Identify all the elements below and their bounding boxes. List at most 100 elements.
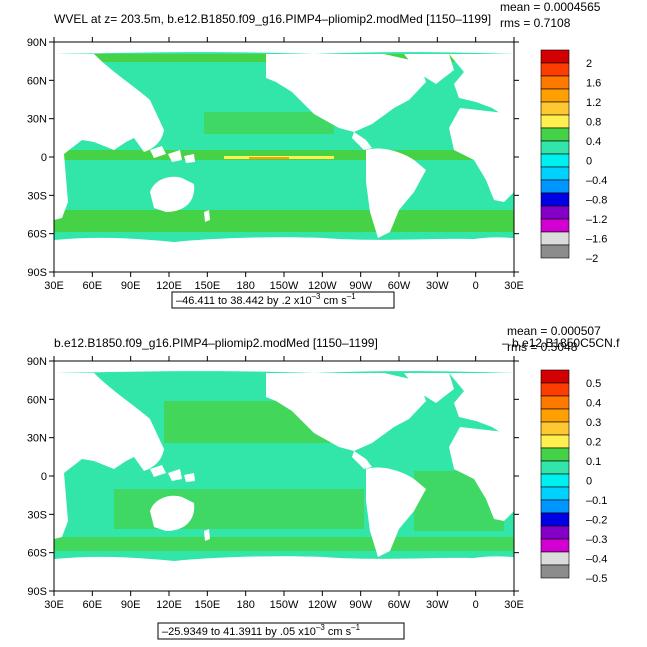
- panel-1: WVEL at z= 203.5m, b.e12.B1850.f09_g16.P…: [27, 0, 607, 309]
- x-tick-label: 30E: [44, 280, 64, 292]
- x-tick-label: 150E: [194, 280, 220, 292]
- panel-2-rms: rms = 0.5048: [507, 340, 578, 354]
- x-tick-label: 90E: [121, 280, 141, 292]
- x-tick-label: 90E: [121, 599, 141, 611]
- y-tick-label: 90N: [27, 356, 47, 368]
- colorbar-label: –0.3: [586, 534, 607, 546]
- panel-1-y-axis: 90N 60N 30N 0 30S 60S 90S: [27, 37, 519, 279]
- x-tick-label: 30W: [426, 599, 449, 611]
- y-tick-label: 30N: [27, 114, 47, 126]
- colorbar-label: 1.6: [586, 78, 601, 90]
- colorbar-label: 0: [586, 476, 592, 488]
- x-tick-label: 30E: [504, 599, 524, 611]
- x-tick-label: 120W: [308, 599, 337, 611]
- panel-1-title: WVEL at z= 203.5m, b.e12.B1850.f09_g16.P…: [54, 12, 491, 26]
- colorbar-swatch: [540, 421, 570, 436]
- colorbar-swatch: [540, 49, 570, 64]
- panel-2-colorbar: 0.5 0.4 0.3 0.2 0.1 0 –0.1 –0.2 –0.3 –0.4 –0.5: [540, 369, 607, 585]
- colorbar-swatch: [540, 127, 570, 142]
- colorbar-label: –0.2: [586, 515, 607, 527]
- panel-1-x-axis: 30E 60E 90E 120E 150E 180 150W 120W 90W 60W 30W 0 30…: [44, 37, 524, 292]
- panel-2-range-box: –25.9349 to 41.3911 by .05 x10–3 cm s–1: [157, 622, 405, 640]
- x-tick-label: 120E: [156, 599, 182, 611]
- x-tick-label: 60E: [83, 599, 103, 611]
- colorbar-swatch: [540, 551, 570, 566]
- colorbar-swatch: [540, 434, 570, 449]
- panel-2-range-unit-exp: –1: [351, 623, 360, 632]
- x-tick-label: 90W: [349, 599, 372, 611]
- colorbar-swatch: [540, 218, 570, 233]
- colorbar-swatch: [540, 473, 570, 488]
- panel-2-title: b.e12.B1850.f09_g16.PIMP4–pliomip2.modMe…: [54, 336, 378, 350]
- x-tick-label: 0: [473, 280, 479, 292]
- colorbar-label: –0.8: [586, 195, 607, 207]
- x-tick-label: 60W: [388, 280, 411, 292]
- colorbar-label: 0.2: [586, 437, 601, 449]
- y-tick-label: 30S: [27, 509, 47, 521]
- y-tick-label: 30S: [27, 190, 47, 202]
- x-tick-label: 90W: [349, 280, 372, 292]
- colorbar-swatch: [540, 205, 570, 220]
- colorbar-label: –0.1: [586, 495, 607, 507]
- colorbar-label: 0.3: [586, 417, 601, 429]
- colorbar-label: 0.5: [586, 378, 601, 390]
- colorbar-swatch: [540, 369, 570, 384]
- colorbar-swatch: [540, 192, 570, 207]
- y-tick-label: 60S: [27, 548, 47, 560]
- colorbar-label: 0.1: [586, 456, 601, 468]
- colorbar-label: –0.4: [586, 554, 607, 566]
- panel-2-y-axis: 90N 60N 30N 0 30S 60S 90S: [27, 356, 519, 598]
- colorbar-swatch: [540, 382, 570, 397]
- colorbar-swatch: [540, 447, 570, 462]
- panel-2-southern-band: [54, 537, 514, 551]
- x-tick-label: 150E: [194, 599, 220, 611]
- x-tick-label: 120E: [156, 280, 182, 292]
- y-tick-label: 60S: [27, 229, 47, 241]
- colorbar-label: –0.4: [586, 175, 607, 187]
- colorbar-label: 0.4: [586, 398, 601, 410]
- x-tick-label: 30E: [504, 280, 524, 292]
- colorbar-swatch: [540, 525, 570, 540]
- colorbar-swatch: [540, 244, 570, 259]
- panel-1-equatorial-band: [54, 150, 514, 160]
- panel-1-subtropic-n: [204, 112, 334, 134]
- panel-2-mean: mean = 0.000507: [507, 324, 601, 338]
- colorbar-swatch: [540, 408, 570, 423]
- panel-1-equator-red: [249, 157, 289, 159]
- panel-2-x-axis: 30E 60E 90E 120E 150E 180 150W 120W 90W 60W 30W 0 30…: [44, 356, 524, 611]
- x-tick-label: 0: [473, 599, 479, 611]
- colorbar-label: –2: [586, 253, 598, 265]
- colorbar-swatch: [540, 486, 570, 501]
- panel-2-map: 90N 60N 30N 0 30S 60S 90S 30E 60E 90E 120E 150E 180…: [27, 356, 524, 611]
- colorbar-label: –1.6: [586, 234, 607, 246]
- panel-1-colorbar: 2 1.6 1.2 0.8 0.4 0 –0.4 –0.8 –1.2 –1.6 –2: [540, 49, 607, 265]
- colorbar-swatch: [540, 88, 570, 103]
- colorbar-swatch: [540, 166, 570, 181]
- panel-2-range-unit: cm s: [328, 626, 352, 638]
- svg-text:–46.411 to 38.442 by .2 x10–3: –46.411 to 38.442 by .2 x10–3 cm s–1: [176, 292, 356, 307]
- panel-2-range-exp: –3: [316, 623, 325, 632]
- colorbar-label: 0: [586, 156, 592, 168]
- x-tick-label: 30E: [44, 599, 64, 611]
- x-tick-label: 60W: [388, 599, 411, 611]
- panel-1-map: 90N 60N 30N 0 30S 60S 90S 30E 60E 90E 120E 150E 180…: [27, 37, 524, 292]
- colorbar-swatch: [540, 75, 570, 90]
- y-tick-label: 90S: [27, 267, 47, 279]
- y-tick-label: 90N: [27, 37, 47, 49]
- colorbar-label: 1.2: [586, 97, 601, 109]
- panel-1-southern-band: [54, 210, 514, 232]
- colorbar-label: 0.8: [586, 117, 601, 129]
- colorbar-label: 2: [586, 58, 592, 70]
- colorbar-label: –0.5: [586, 573, 607, 585]
- colorbar-swatch: [540, 512, 570, 527]
- panel-1-range-unit: cm s: [324, 295, 348, 307]
- panel-1-range-unit-exp: –1: [347, 292, 356, 301]
- y-tick-label: 0: [41, 152, 47, 164]
- x-tick-label: 150W: [270, 599, 299, 611]
- colorbar-swatch: [540, 564, 570, 579]
- panel-1-range-text: –46.411 to 38.442 by .2 x10: [176, 295, 312, 307]
- colorbar-swatch: [540, 499, 570, 514]
- colorbar-swatch: [540, 114, 570, 129]
- panel-2-overlap-text: – b.e12.B1850C5CN.f: [502, 336, 620, 350]
